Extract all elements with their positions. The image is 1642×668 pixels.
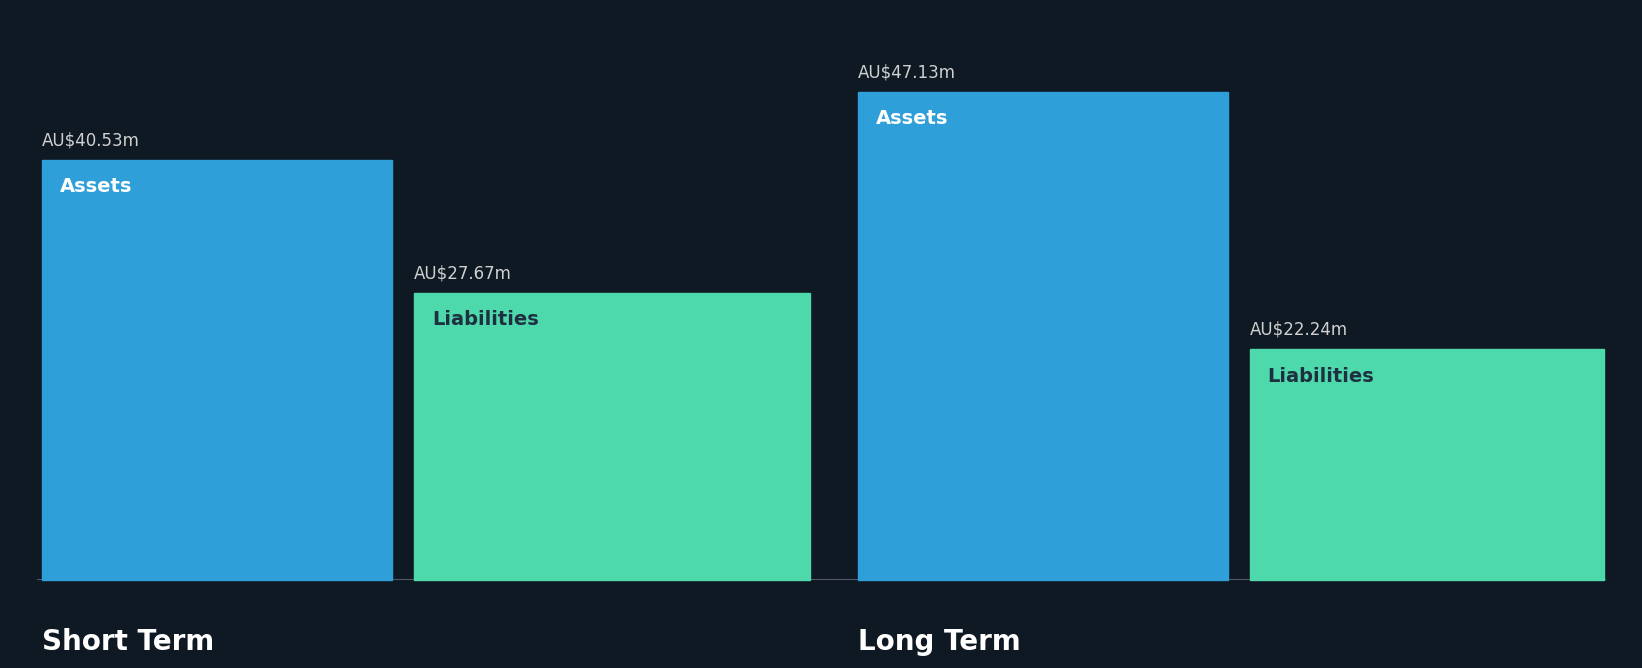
Text: Short Term: Short Term: [43, 629, 213, 657]
Text: AU$22.24m: AU$22.24m: [1250, 321, 1348, 339]
Text: Assets: Assets: [875, 109, 947, 128]
Text: Liabilities: Liabilities: [1268, 367, 1374, 385]
Text: Long Term: Long Term: [857, 629, 1021, 657]
Text: AU$27.67m: AU$27.67m: [414, 265, 512, 283]
Bar: [857, 92, 1228, 580]
Bar: [414, 293, 810, 580]
Text: Liabilities: Liabilities: [432, 311, 539, 329]
Text: Assets: Assets: [59, 177, 133, 196]
Bar: [43, 160, 392, 580]
Bar: [1250, 349, 1604, 580]
Text: AU$47.13m: AU$47.13m: [857, 63, 956, 81]
Text: AU$40.53m: AU$40.53m: [43, 132, 140, 150]
